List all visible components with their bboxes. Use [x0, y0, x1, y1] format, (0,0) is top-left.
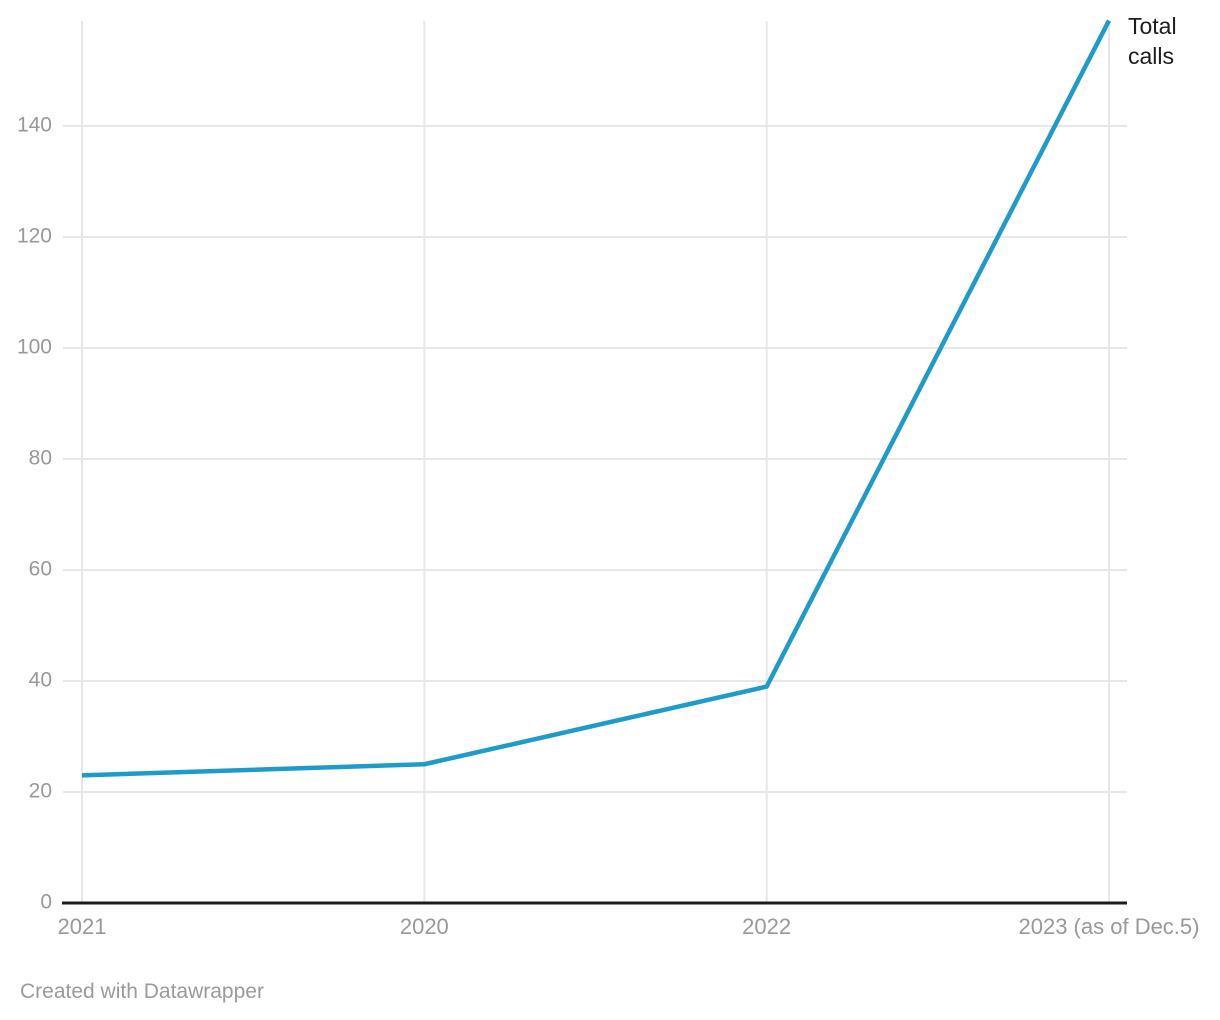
y-tick-label: 120 — [16, 224, 52, 248]
y-tick-label: 40 — [28, 668, 52, 692]
attribution-text: Created with Datawrapper — [20, 980, 264, 1003]
y-tick-label: 80 — [28, 446, 52, 470]
x-tick-label: 2022 — [742, 914, 792, 939]
x-tick-label: 2023 (as of Dec.5) — [1018, 914, 1200, 939]
series-label-total-calls: Total calls — [1128, 13, 1177, 69]
x-tick-label: 2021 — [57, 914, 107, 939]
y-tick-label: 20 — [28, 779, 52, 803]
y-tick-label: 100 — [16, 335, 52, 359]
series-line-total-calls — [81, 19, 1112, 778]
x-tick-label: 2020 — [399, 914, 449, 939]
y-tick-label: 140 — [16, 113, 52, 137]
y-tick-label: 60 — [28, 557, 52, 581]
y-tick-label: 0 — [40, 890, 52, 914]
